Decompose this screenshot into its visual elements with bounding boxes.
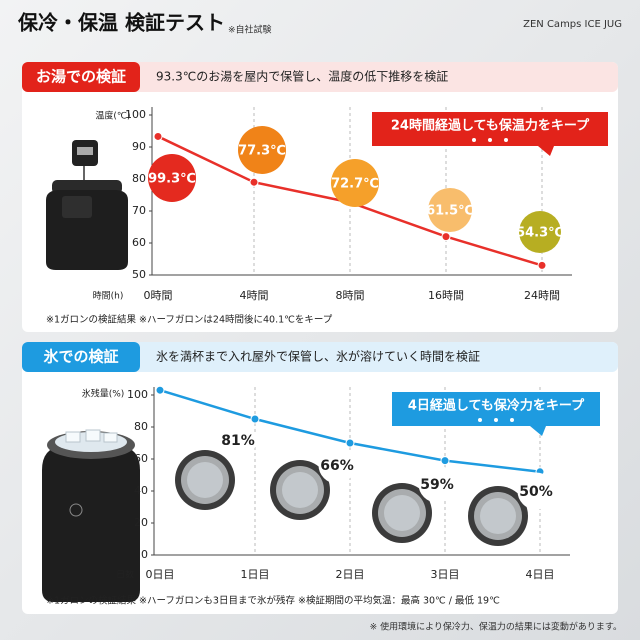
y-tick-label: 40 (134, 484, 148, 497)
product-image (46, 140, 128, 270)
y-tick-label: 60 (134, 452, 148, 465)
x-tick-label: 1日目 (241, 568, 270, 581)
x-tick-label: 24時間 (524, 289, 560, 302)
banner-text: 24時間経過しても保温力をキープ (391, 118, 590, 134)
x-tick-label: 2日目 (336, 568, 365, 581)
data-point (441, 232, 451, 242)
callout-label: 50% (519, 484, 553, 500)
x-tick-label: 3日目 (431, 568, 460, 581)
banner-dot (488, 138, 492, 142)
section-label: 氷での検証 (43, 348, 118, 366)
callout-label: 99.3℃ (148, 172, 196, 187)
data-point (440, 456, 450, 466)
y-tick-label: 20 (134, 516, 148, 529)
lid-photo (187, 462, 223, 498)
y-tick-label: 60 (132, 236, 146, 249)
callout-circle (238, 126, 286, 174)
banner-dot (472, 138, 476, 142)
brand: ZEN Camps ICE JUG (523, 19, 622, 30)
note: ※1ガロンの検証結果 ※ハーフガロンも3日目まで氷が残存 ※検証期間の平均気温：… (46, 595, 500, 607)
description: 氷を満杯まで入れ屋外で保管し、氷が溶けていく時間を検証 (156, 349, 480, 364)
callout-circle (148, 154, 196, 202)
x-axis-label: 時間(h) (93, 291, 124, 302)
y-tick-label: 70 (132, 204, 146, 217)
banner-tail (538, 146, 554, 156)
footer: ※ 使用環境により保冷力、保温力の結果には変動があります。 (370, 621, 622, 633)
banner-dot (478, 418, 482, 422)
callout-circle (331, 159, 379, 207)
y-tick-label: 80 (134, 420, 148, 433)
x-axis-label: 日数 (116, 569, 134, 581)
panel-header (22, 342, 618, 372)
callout-circle (418, 465, 456, 503)
y-tick-label: 0 (141, 548, 148, 561)
subtitle: ※自社試験 (228, 24, 272, 36)
data-point (155, 385, 165, 395)
y-tick-label: 100 (127, 388, 148, 401)
x-tick-label: 4時間 (240, 289, 269, 302)
callout-circle (519, 211, 561, 253)
callout-circle (318, 446, 356, 484)
x-tick-label: 16時間 (428, 289, 464, 302)
y-axis-label: 温度(℃) (95, 110, 130, 122)
callout-circle (428, 188, 472, 232)
panel-tab (22, 62, 140, 92)
description: 93.3℃のお湯を屋内で保管し、温度の低下推移を検証 (156, 69, 448, 84)
callout-circle (517, 472, 555, 510)
callout-circle (219, 421, 257, 459)
x-tick-label: 0時間 (144, 289, 173, 302)
callout-label: 61.5℃ (426, 204, 474, 219)
data-point (249, 177, 259, 187)
lid-photo (282, 472, 318, 508)
callout-label: 54.3℃ (516, 226, 564, 241)
data-point (153, 131, 163, 141)
panel-tab (22, 342, 140, 372)
data-point (250, 414, 260, 424)
x-tick-label: 8時間 (336, 289, 365, 302)
y-axis-label: 氷残量(%) (82, 388, 125, 400)
callout-label: 77.3℃ (238, 144, 286, 159)
banner-dot (510, 418, 514, 422)
y-tick-label: 90 (132, 140, 146, 153)
data-point (345, 438, 355, 448)
callout-label: 81% (221, 433, 255, 449)
data-point (537, 260, 547, 270)
lid-photo (384, 495, 420, 531)
x-tick-label: 4日目 (526, 568, 555, 581)
section-label: お湯での検証 (36, 68, 126, 86)
banner-dot (494, 418, 498, 422)
lid-photo (480, 498, 516, 534)
product-image (42, 429, 140, 602)
x-tick-label: 0日目 (146, 568, 175, 581)
y-tick-label: 80 (132, 172, 146, 185)
note: ※1ガロンの検証結果 ※ハーフガロンは24時間後に40.1℃をキープ (46, 314, 333, 326)
banner-dot (504, 138, 508, 142)
y-tick-label: 50 (132, 268, 146, 281)
callout-label: 59% (420, 477, 454, 493)
y-tick-label: 100 (125, 108, 146, 121)
callout-label: 66% (320, 458, 354, 474)
banner-tail (530, 426, 546, 436)
title: 保冷・保温 検証テスト (17, 11, 225, 35)
banner-text: 4日経過しても保冷力をキープ (408, 398, 585, 414)
panel-header (22, 62, 618, 92)
callout-label: 72.7℃ (331, 177, 379, 192)
